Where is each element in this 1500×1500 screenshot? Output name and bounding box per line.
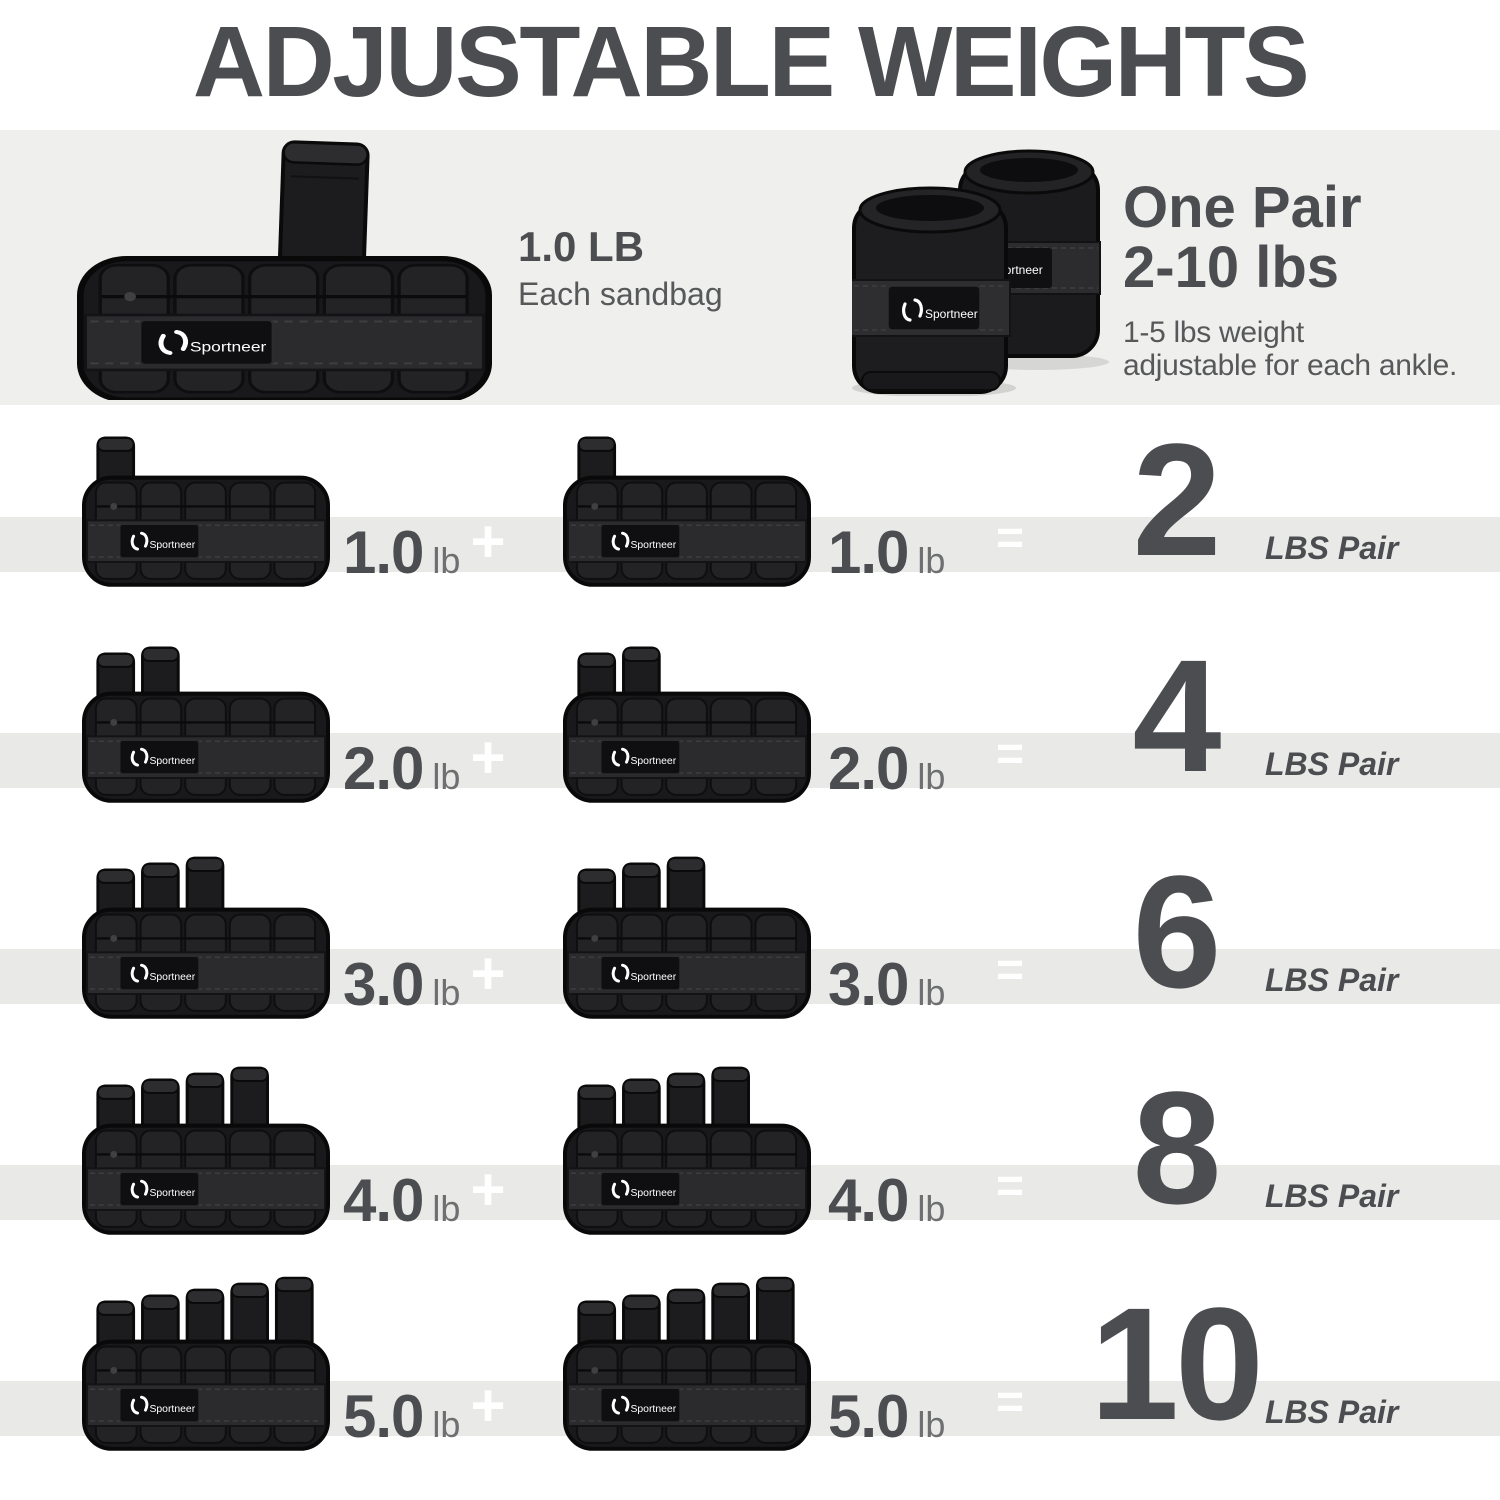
page-title: ADJUSTABLE WEIGHTS [192, 6, 1310, 118]
plus-operator: + [470, 1156, 506, 1223]
total-weight-unit: LBS Pair [1265, 530, 1399, 566]
ankle-weight-right-image: Sportneer [563, 626, 811, 803]
total-weight-unit: LBS Pair [1265, 1178, 1399, 1214]
svg-text:Sportneer: Sportneer [630, 756, 676, 767]
left-weight-value: 5.0 [343, 1383, 424, 1450]
equals-operator: = [995, 944, 1025, 997]
combo-row-2lbs: Sportneer 1.0 lb + Sportneer 1.0 lb = 2 … [0, 410, 1500, 626]
svg-text:Sportneer: Sportneer [149, 540, 195, 551]
svg-text:Sportneer: Sportneer [630, 1188, 676, 1199]
combo-row-4lbs: Sportneer 2.0 lb + Sportneer 2.0 lb = 4 … [0, 626, 1500, 842]
left-weight-value: 2.0 [343, 735, 424, 802]
combo-row-8lbs: Sportneer 4.0 lb + Sportneer 4.0 lb = 8 … [0, 1058, 1500, 1274]
hero-sandbag-caption: Each sandbag [518, 276, 723, 312]
svg-text:Sportneer: Sportneer [149, 756, 195, 767]
combo-row-10lbs: Sportneer 5.0 lb + Sportneer 5.0 lb = 10… [0, 1274, 1500, 1490]
right-weight-unit: lb [917, 540, 946, 581]
combo-row-6lbs: Sportneer 3.0 lb + Sportneer 3.0 lb = 6 … [0, 842, 1500, 1058]
svg-text:Sportneer: Sportneer [630, 1404, 676, 1415]
total-weight-unit: LBS Pair [1265, 746, 1399, 782]
ankle-weight-left-image: Sportneer [82, 1058, 330, 1235]
plus-operator: + [470, 508, 506, 575]
pair-front-brand-label: Sportneer [925, 307, 978, 321]
left-weight-label: 2.0 lb [343, 734, 460, 803]
right-weight-label: 3.0 lb [828, 950, 945, 1019]
ankle-weight-left-image: Sportneer [82, 1274, 330, 1451]
right-weight-value: 4.0 [828, 1167, 909, 1234]
ankle-weight-left-image: Sportneer [82, 626, 330, 803]
hero-pair-note: 1-5 lbs weight adjustable for each ankle… [1123, 316, 1457, 382]
right-weight-value: 2.0 [828, 735, 909, 802]
hero-ankle-weights-pair-image: Sportneer Sportneer [849, 144, 1112, 397]
equals-operator: = [995, 1160, 1025, 1213]
hero-flat-weight-image: Sportneer [72, 138, 493, 403]
svg-text:Sportneer: Sportneer [149, 1404, 195, 1415]
total-weight-value: 4 [1132, 626, 1222, 805]
right-weight-unit: lb [917, 756, 946, 797]
total-weight-value: 2 [1132, 410, 1222, 589]
left-weight-unit: lb [432, 972, 461, 1013]
right-weight-unit: lb [917, 972, 946, 1013]
plus-operator: + [470, 1372, 506, 1439]
left-weight-unit: lb [432, 756, 461, 797]
total-weight-unit: LBS Pair [1265, 962, 1399, 998]
left-weight-label: 3.0 lb [343, 950, 460, 1019]
equals-operator: = [995, 1376, 1025, 1429]
hero-banner: Sportneer 1.0 LB Each sandbag Sportnee [0, 130, 1500, 405]
right-weight-unit: lb [917, 1404, 946, 1445]
right-weight-label: 1.0 lb [828, 518, 945, 587]
total-weight-unit: LBS Pair [1265, 1394, 1399, 1430]
equals-operator: = [995, 728, 1025, 781]
hero-pair-title-line1: One Pair [1123, 175, 1362, 240]
ankle-weight-right-image: Sportneer [563, 1058, 811, 1235]
left-weight-unit: lb [432, 1404, 461, 1445]
right-weight-label: 5.0 lb [828, 1382, 945, 1451]
ankle-weight-left-image: Sportneer [82, 842, 330, 1019]
hero-pair-title: One Pair 2-10 lbs [1123, 178, 1362, 298]
svg-text:Sportneer: Sportneer [630, 540, 676, 551]
ankle-weight-right-image: Sportneer [563, 1274, 811, 1451]
svg-text:Sportneer: Sportneer [149, 972, 195, 983]
svg-text:Sportneer: Sportneer [630, 972, 676, 983]
left-weight-value: 4.0 [343, 1167, 424, 1234]
plus-operator: + [470, 724, 506, 791]
hero-pair-note-line1: 1-5 lbs weight [1123, 316, 1304, 349]
svg-text:Sportneer: Sportneer [190, 340, 266, 355]
total-weight-value: 8 [1132, 1058, 1222, 1237]
left-weight-value: 1.0 [343, 519, 424, 586]
pair-front-weight: Sportneer [849, 186, 1011, 394]
left-weight-unit: lb [432, 1188, 461, 1229]
right-weight-value: 1.0 [828, 519, 909, 586]
left-weight-value: 3.0 [343, 951, 424, 1018]
svg-text:Sportneer: Sportneer [149, 1188, 195, 1199]
right-weight-value: 3.0 [828, 951, 909, 1018]
left-weight-label: 4.0 lb [343, 1166, 460, 1235]
ankle-weight-left-image: Sportneer [82, 410, 330, 587]
plus-operator: + [470, 940, 506, 1007]
left-weight-label: 5.0 lb [343, 1382, 460, 1451]
hero-pair-note-line2: adjustable for each ankle. [1123, 349, 1458, 382]
right-weight-value: 5.0 [828, 1383, 909, 1450]
ankle-weight-right-image: Sportneer [563, 842, 811, 1019]
left-weight-label: 1.0 lb [343, 518, 460, 587]
left-weight-unit: lb [432, 540, 461, 581]
total-weight-value: 10 [1090, 1274, 1264, 1453]
right-weight-label: 4.0 lb [828, 1166, 945, 1235]
right-weight-label: 2.0 lb [828, 734, 945, 803]
ankle-weight-right-image: Sportneer [563, 410, 811, 587]
total-weight-value: 6 [1132, 842, 1222, 1021]
hero-pair-title-line2: 2-10 lbs [1123, 235, 1339, 300]
hero-sandbag-weight: 1.0 LB [518, 223, 645, 270]
equals-operator: = [995, 512, 1025, 565]
right-weight-unit: lb [917, 1188, 946, 1229]
